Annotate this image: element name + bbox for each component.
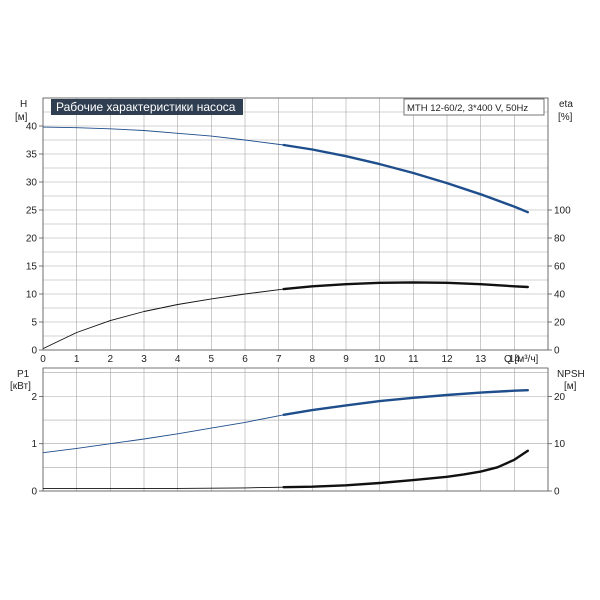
x-tick-label: 4 [175, 354, 181, 365]
top-right-tick-label: 80 [554, 234, 566, 245]
top-right-axis-label: eta [559, 99, 573, 110]
bottom-panel-frame [42, 367, 549, 492]
top-right-tick-label: 0 [554, 346, 560, 357]
top-right-tick-label: 20 [554, 318, 566, 329]
x-tick-label: 0 [40, 354, 46, 365]
top-panel-grid [42, 97, 549, 351]
chart-title-box [51, 99, 243, 115]
x-tick-label: 5 [209, 354, 215, 365]
x-tick-label: 6 [242, 354, 248, 365]
top-left-tick-label: 5 [31, 318, 37, 329]
top-series-1-thick [282, 281, 529, 291]
chart-title: Рабочие характеристики насоса [56, 100, 236, 114]
bottom-series-1-thin [43, 486, 284, 490]
bottom-right-tick-label: 0 [554, 487, 560, 498]
top-right-tick-label: 100 [554, 206, 571, 217]
top-left-tick-label: 20 [26, 234, 38, 245]
top-left-tick-label: 15 [26, 262, 38, 273]
x-tick-label: 14 [509, 354, 521, 365]
x-tick-label: 8 [310, 354, 316, 365]
x-tick-label: 9 [343, 354, 349, 365]
top-left-tick-label: 30 [26, 178, 38, 189]
top-panel-frame [42, 97, 549, 351]
bottom-series-1-thick [282, 449, 529, 489]
x-tick-label: 13 [475, 354, 487, 365]
top-left-tick-label: 25 [26, 206, 38, 217]
x-tick-label: 3 [141, 354, 147, 365]
bottom-right-axis-label: NPSH [557, 369, 585, 380]
top-left-tick-label: 40 [26, 122, 38, 133]
bottom-left-tick-label: 1 [31, 439, 37, 450]
bottom-left-tick-label: 2 [31, 392, 37, 403]
top-panel-series [42, 126, 529, 350]
bottom-series-0-thick [282, 389, 529, 416]
top-left-tick-label: 35 [26, 150, 38, 161]
model-box [403, 98, 545, 116]
bottom-panel-series [42, 389, 529, 490]
x-tick-label: 10 [374, 354, 386, 365]
top-series-1-thin [42, 288, 284, 350]
top-right-tick-label: 60 [554, 262, 566, 273]
x-tick-label: 11 [408, 354, 419, 365]
top-series-0-thin [42, 126, 284, 146]
top-left-axis-label: H [20, 99, 27, 110]
top-left-tick-label: 10 [26, 290, 38, 301]
x-tick-label: 1 [74, 354, 80, 365]
bottom-left-tick-label: 0 [31, 487, 37, 498]
model-annotation: MTH 12-60/2, 3*400 V, 50Hz [407, 103, 528, 114]
x-tick-label: 12 [441, 354, 453, 365]
bottom-right-tick-label: 10 [554, 439, 566, 450]
top-left-axis-unit: [м] [15, 112, 28, 123]
bottom-right-tick-label: 20 [554, 392, 566, 403]
x-tick-label: 7 [276, 354, 282, 365]
top-left-tick-label: 0 [31, 346, 37, 357]
top-right-tick-label: 40 [554, 290, 566, 301]
top-right-axis-unit: [%] [558, 112, 573, 123]
top-series-0-thick [282, 143, 529, 214]
bottom-left-axis-unit: [кВт] [10, 381, 31, 392]
bottom-series-0-thin [42, 414, 284, 454]
x-axis-label: Q [м³/ч] [504, 354, 539, 365]
bottom-left-axis-label: P1 [17, 369, 30, 380]
bottom-right-axis-unit: [м] [564, 381, 577, 392]
x-tick-label: 2 [108, 354, 114, 365]
